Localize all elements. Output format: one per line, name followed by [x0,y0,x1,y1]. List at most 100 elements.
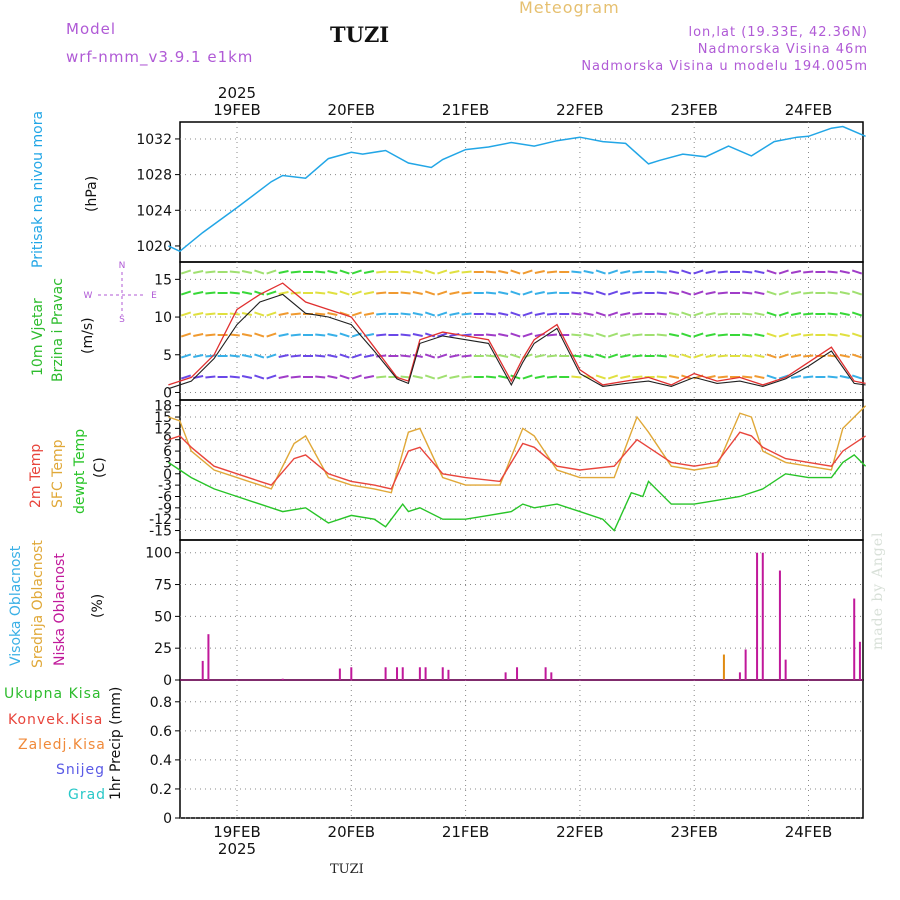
cloud-bar [550,672,553,680]
y-tick-label: 12 [154,421,172,437]
wind-arrow [498,353,509,359]
year-label-bottom: 2025 [218,840,256,858]
wind-arrow [278,374,289,380]
wind-arrow [766,269,777,275]
wind-arrow [339,269,350,275]
wind-arrow [620,290,631,296]
y-tick-label: 15 [154,410,172,426]
wind-arrow [400,354,411,358]
wind-arrow [485,291,497,295]
wind-arrow [498,332,509,338]
wind-arrow [510,332,521,338]
day-label-bottom: 22FEB [556,823,603,841]
wind-arrow [327,290,338,296]
wind-arrow [180,353,192,359]
wind-arrow [778,311,789,317]
wind-arrow [376,312,387,316]
y-tick-label: 100 [145,546,172,562]
wind-arrow [510,290,521,296]
wind-arrow [546,333,558,337]
wind-arrow [449,374,460,380]
wind-arrow [607,269,619,275]
wind-arrow [571,375,582,379]
cloud-bar [350,667,353,680]
wind-arrow [827,354,838,358]
y-tick-label: 1032 [136,132,172,148]
panel-frame [179,121,864,263]
y-tick-label: 0 [163,467,172,483]
wind-arrow [656,291,667,295]
wind-arrow [351,311,362,317]
legend-convective-rain: Konvek.Kisa [8,712,104,728]
wind-arrow [485,375,497,379]
wind-arrow [205,333,216,337]
wind-arrow [376,375,387,379]
wind-arrow [461,312,472,316]
wind-arrow [351,290,362,296]
wind-arrow [315,354,326,358]
y-tick-label: 0.4 [150,753,172,769]
wind-arrow [339,374,350,380]
wind-arrow [205,270,216,274]
sfc-temp-series [168,405,867,494]
wind-arrow [620,374,631,380]
wind-arrow [400,291,411,295]
wind-arrow [522,311,533,317]
wind-arrow [595,269,606,275]
wind-arrow [546,354,558,358]
wind-arrow [632,375,643,379]
wind-arrow [742,270,753,274]
wind-arrow [534,269,545,275]
wind-arrow [461,270,472,274]
wind-arrow [485,333,497,337]
y-tick-label: 1024 [136,203,172,219]
y-tick-label: 1028 [136,168,172,184]
wind-arrow [851,290,863,296]
wind-arrow [229,375,240,379]
wind-arrow [839,311,850,317]
compass-n: N [119,261,126,271]
wind-arrow [595,332,606,338]
wind-field [180,269,863,380]
wind-arrow [668,332,680,338]
wind-arrow [534,311,545,317]
wind-arrow [803,270,814,274]
wind-arrow [803,354,814,358]
wind-arrow [205,291,216,295]
wind-arrow [424,290,436,296]
wind-arrow [571,291,582,295]
legend-hail: Grad [68,787,107,803]
wind-arrow [376,333,387,337]
wind-arrow [851,353,863,359]
wind-arrow [705,290,716,296]
wind-arrow [254,290,265,296]
wind-arrow [266,353,277,359]
pressure-series [168,125,866,253]
wind-arrow [485,312,497,316]
compass-w: W [84,291,93,301]
y-tick-label: -9 [158,501,172,517]
compass-s: S [119,315,125,325]
y-tick-label: -6 [158,489,172,505]
wind-arrow [327,332,338,338]
y-tick-label: 25 [154,641,172,657]
wind-arrow [437,374,448,380]
wind-arrow [534,374,545,380]
wind-arrow [278,332,289,338]
day-label-top: 19FEB [213,101,260,119]
wind-arrow [851,269,863,275]
wind-arrow [754,269,765,275]
wind-arrow [278,290,289,296]
cloud-bar [778,570,781,680]
wind-arrow [351,374,362,380]
wind-arrow [180,332,192,338]
cloud-bar [396,667,399,680]
wind-arrow [742,333,753,337]
legend-freezing-rain: Zaledj.Kisa [18,737,106,753]
y-tick-label: 0.2 [150,782,172,798]
wind-arrow [315,270,326,274]
wind-arrow [266,311,277,317]
wind-arrow [327,353,338,359]
day-label-bottom: 24FEB [785,823,832,841]
